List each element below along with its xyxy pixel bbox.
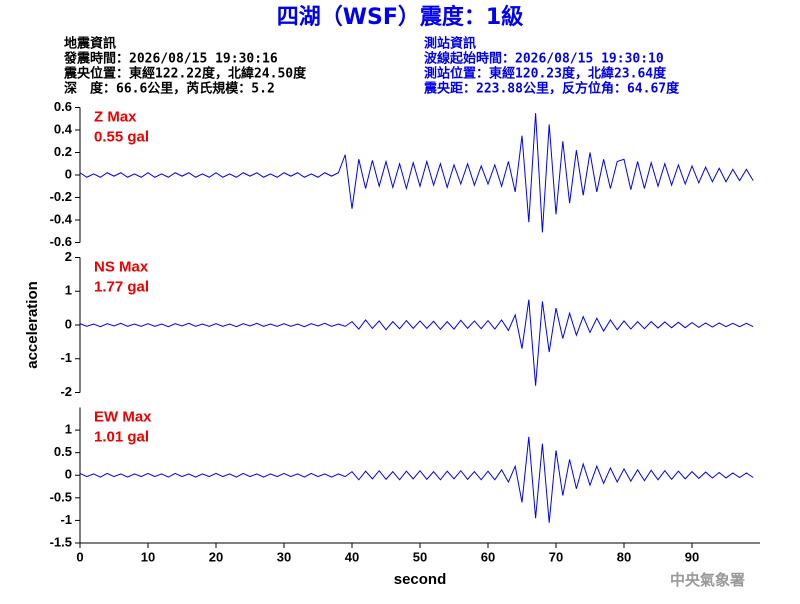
y-tick-label: 0.6: [54, 99, 72, 114]
y-tick-label: 1: [65, 422, 72, 437]
agency-credit: 中央氣象署: [670, 571, 745, 589]
max-annotation: EW Max: [94, 408, 152, 425]
y-tick-label: 0.2: [54, 144, 72, 159]
y-tick-label: 1: [65, 283, 72, 298]
waveform: [79, 299, 754, 386]
x-tick-label: 90: [685, 549, 699, 564]
y-tick-label: -2: [60, 384, 72, 399]
station-info-line: 測站資訊: [424, 36, 476, 52]
quake-info-line: 發震時間：2026/08/15 19:30:16: [63, 51, 278, 67]
quake-info-line: 震央位置：東經122.22度，北緯24.50度: [63, 66, 307, 82]
waveform: [79, 113, 754, 233]
x-axis-label: second: [394, 571, 447, 588]
max-annotation: NS Max: [94, 258, 149, 275]
y-tick-label: -0.6: [50, 234, 72, 249]
quake-info-line: 地震資訊: [64, 36, 116, 52]
y-tick-label: 0.5: [54, 444, 72, 459]
page-title: 四湖（WSF）震度：1級: [277, 4, 523, 30]
y-tick-label: 0.4: [54, 121, 73, 136]
quake-info-line: 深 度：66.6公里，芮氏規模：5.2: [64, 81, 275, 97]
x-tick-label: 60: [481, 549, 495, 564]
y-tick-label: 0: [65, 467, 72, 482]
x-tick-label: 80: [617, 549, 631, 564]
max-annotation: Z Max: [94, 108, 137, 125]
x-tick-label: 10: [141, 549, 155, 564]
waveform: [79, 436, 754, 523]
y-tick-label: 0: [65, 316, 72, 331]
x-tick-label: 40: [345, 549, 359, 564]
y-tick-label: -0.5: [50, 489, 72, 504]
x-tick-label: 0: [76, 549, 83, 564]
max-annotation: 0.55 gal: [94, 128, 149, 145]
y-tick-label: -1: [60, 512, 72, 527]
x-tick-label: 50: [413, 549, 427, 564]
max-annotation: 1.01 gal: [94, 428, 149, 445]
y-tick-label: -0.4: [50, 211, 73, 226]
y-tick-label: 2: [65, 249, 72, 264]
y-axis-label: acceleration: [24, 281, 41, 369]
x-tick-label: 20: [209, 549, 223, 564]
y-tick-label: -1: [60, 350, 72, 365]
x-tick-label: 30: [277, 549, 291, 564]
station-info-line: 測站位置：東經120.23度，北緯23.64度: [424, 66, 667, 82]
y-tick-label: -1.5: [50, 534, 72, 549]
y-tick-label: 0: [65, 166, 72, 181]
station-info-line: 波線起始時間：2026/08/15 19:30:10: [424, 51, 664, 67]
station-info-line: 震央距：223.88公里，反方位角：64.67度: [423, 81, 680, 97]
y-tick-label: -0.2: [50, 189, 72, 204]
max-annotation: 1.77 gal: [94, 278, 149, 295]
x-tick-label: 70: [549, 549, 563, 564]
